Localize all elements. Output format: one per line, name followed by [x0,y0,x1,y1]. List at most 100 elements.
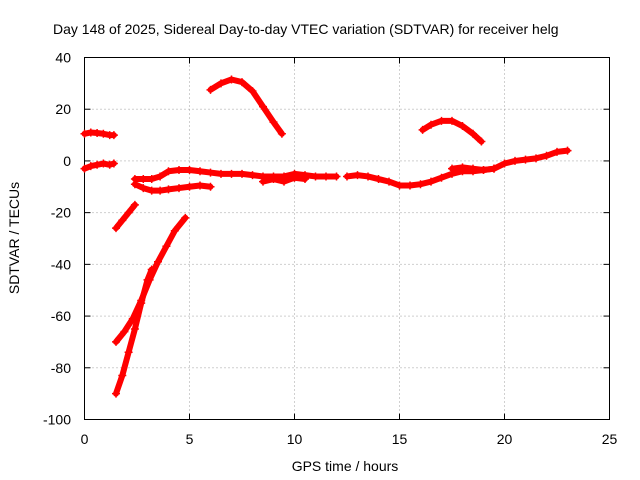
data-point [416,180,425,189]
data-point [477,137,486,146]
data-point [217,169,225,178]
y-tick-label: -20 [51,205,71,221]
data-point [206,182,215,191]
y-tick-label: -100 [43,412,71,428]
data-point [185,182,194,191]
data-point [427,177,435,186]
data-point [277,129,286,138]
x-tick-label: 10 [287,431,303,447]
data-point [448,164,456,173]
data-point [175,165,183,174]
data-point [437,116,446,125]
data-point [322,172,330,181]
data-point [311,172,320,181]
data-point [196,167,204,176]
data-point [227,75,236,84]
data-point [259,102,267,111]
data-point [248,87,257,96]
data-series [418,116,486,146]
data-point [511,156,519,165]
data-point [427,120,435,129]
data-series [206,75,286,138]
x-tick-label: 0 [81,431,89,447]
data-series [130,180,215,195]
data-point [86,162,95,171]
series-trace [113,201,138,232]
data-point [93,160,102,169]
data-point [206,168,215,177]
data-series [80,159,118,173]
data-point [563,146,572,155]
y-tick-label: -60 [51,308,71,324]
data-point [162,242,171,251]
data-point [374,175,383,184]
data-point [181,213,190,222]
data-series-group [80,75,572,398]
data-point [406,181,414,190]
data-point [490,164,498,173]
data-point [147,175,156,184]
data-point [112,337,120,346]
data-point [553,147,561,156]
data-point [458,163,467,172]
data-point [227,169,236,178]
data-point [147,186,156,195]
y-tick-labels: 40 20 0 -20 -40 -60 -80 -100 [43,50,71,428]
grid-lines [84,57,610,420]
data-point [395,181,404,190]
data-point [99,129,108,138]
data-point [105,160,114,169]
data-point [112,389,120,398]
data-point [521,155,530,164]
data-point [353,171,362,180]
data-point [124,208,133,217]
data-series [259,173,309,186]
data-point [93,129,102,138]
y-tick-label: 40 [55,50,71,66]
data-point [99,159,108,168]
y-tick-label: -40 [51,256,71,272]
data-point [175,184,183,193]
data-point [290,173,299,182]
data-point [532,154,540,163]
x-tick-label: 15 [392,431,408,447]
data-point [448,116,456,125]
data-point [217,79,225,88]
y-tick-label: -80 [51,360,71,376]
data-point [385,177,393,186]
data-point [458,122,467,131]
x-tick-label: 5 [186,431,194,447]
plot-frame [84,57,610,420]
data-point [479,165,488,174]
data-point [139,184,148,193]
data-point [156,172,165,181]
data-point [164,185,173,194]
data-point [109,159,118,168]
x-tick-label: 20 [497,431,513,447]
data-point [130,180,139,189]
data-point [156,186,165,195]
data-point [259,177,267,186]
x-axis-label: GPS time / hours [292,458,399,474]
series-trace [344,147,571,189]
data-point [206,85,215,94]
data-point [269,175,278,184]
data-point [154,257,162,266]
data-point [147,265,156,274]
y-tick-label: 0 [63,153,71,169]
data-series [130,165,341,184]
data-point [364,172,372,181]
data-point [112,224,120,233]
data-point [124,348,133,357]
data-point [130,325,139,333]
data-point [280,177,288,186]
data-point [301,175,309,184]
data-point [109,131,118,140]
data-point [500,159,509,168]
x-tick-label: 25 [602,431,618,447]
data-point [118,371,127,380]
data-series [80,128,118,140]
data-point [120,327,129,336]
data-point [418,125,427,134]
